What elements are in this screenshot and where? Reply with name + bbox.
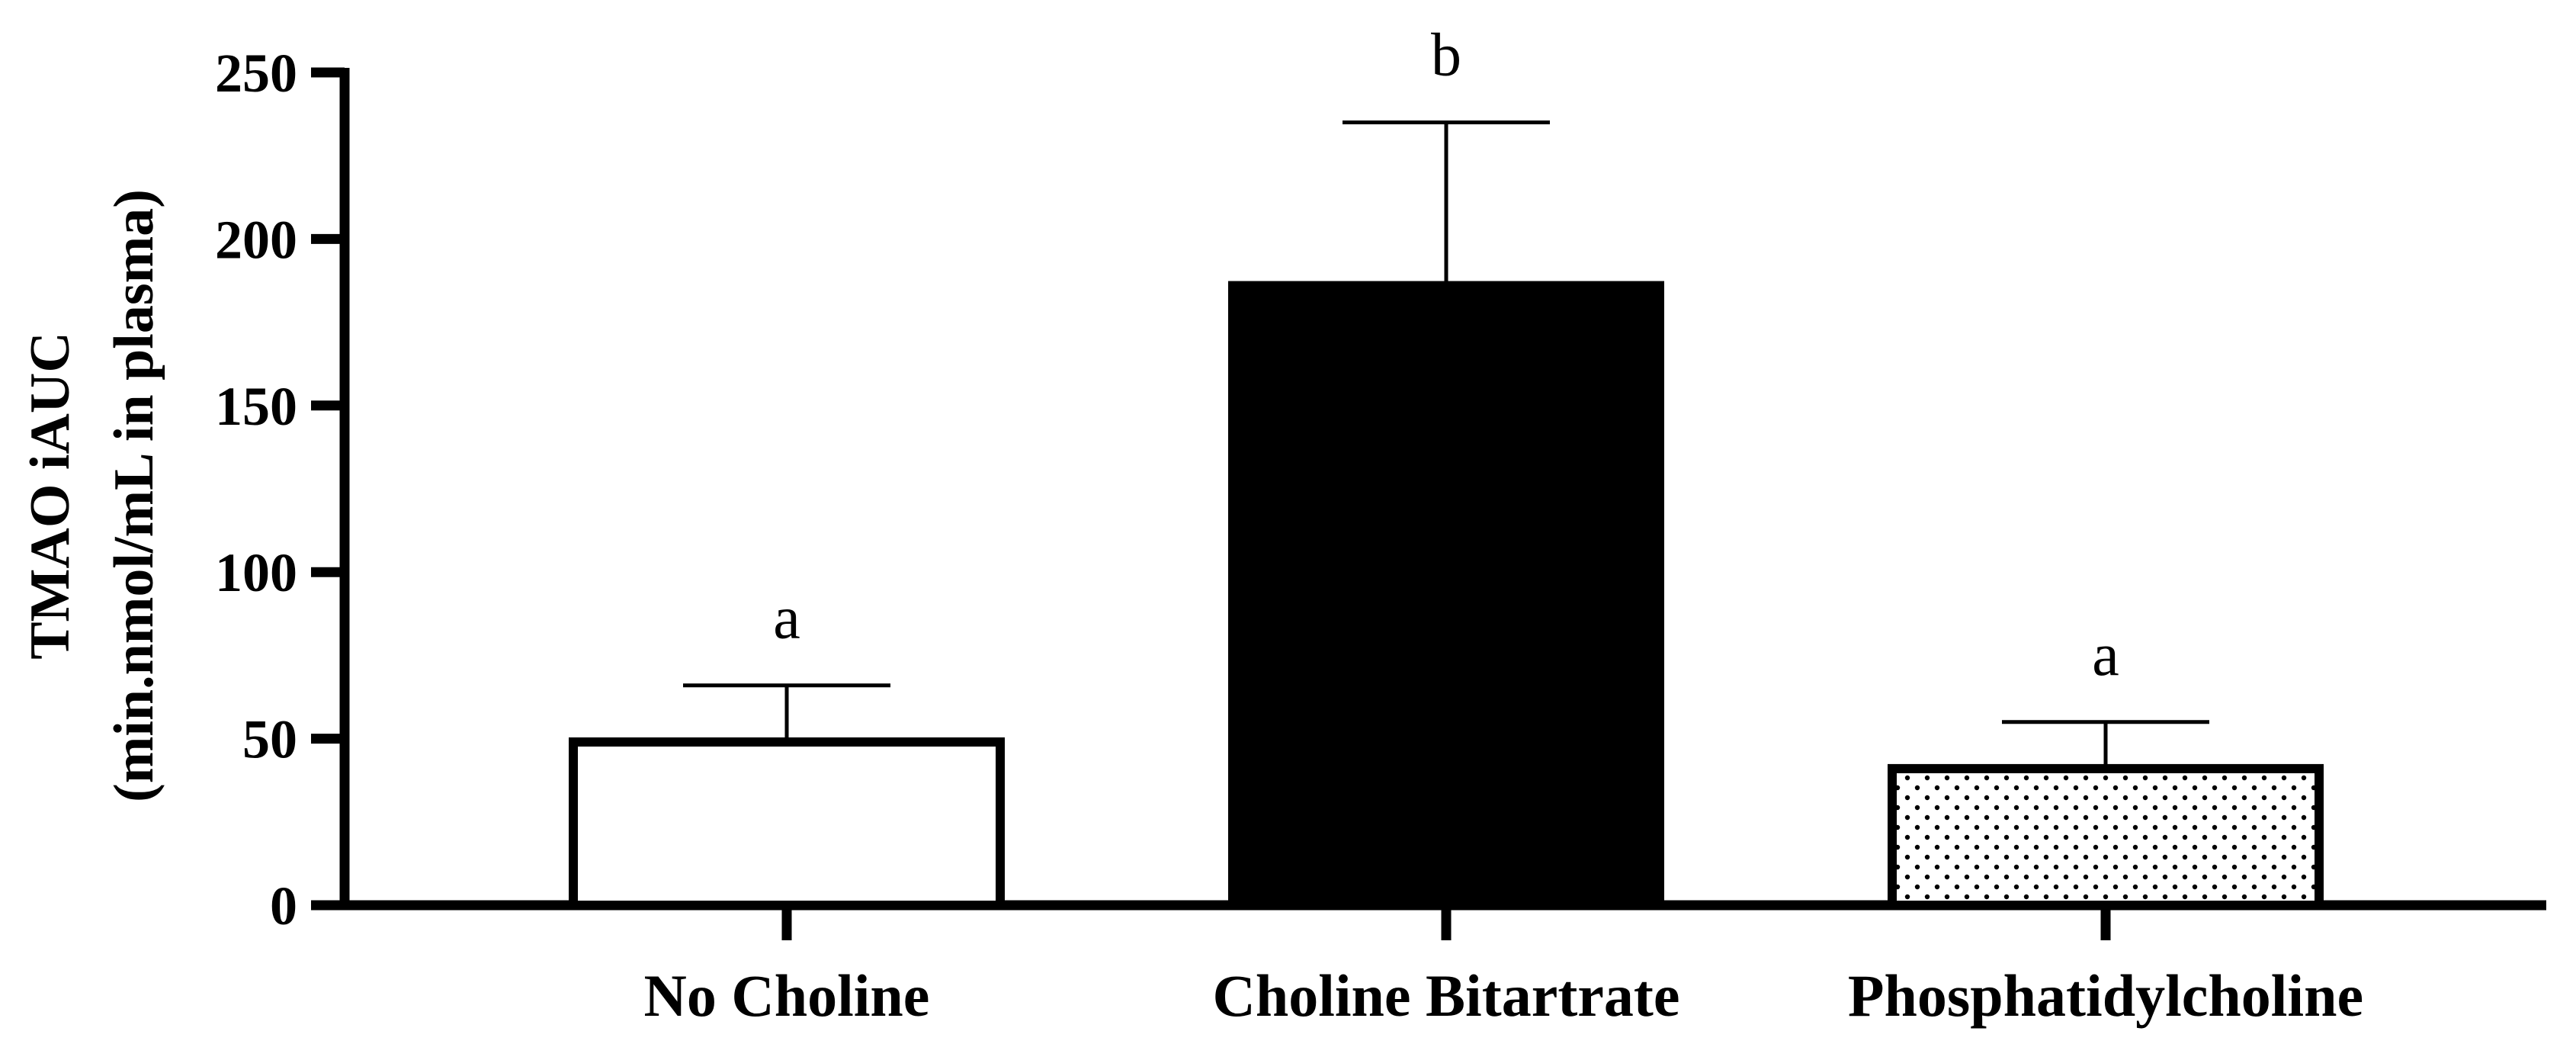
x-tick-label-2: Phosphatidylcholine	[1848, 962, 2363, 1029]
x-tick-label-1: Choline Bitartrate	[1212, 962, 1679, 1029]
bar-0	[569, 737, 1005, 911]
y-tick-label-100: 100	[215, 542, 297, 603]
y-tick-label-0: 0	[270, 875, 297, 936]
y-tick-label-250: 250	[215, 43, 297, 104]
y-tick-label-200: 200	[215, 209, 297, 270]
x-tick-label-0: No Choline	[644, 962, 930, 1029]
bars	[569, 120, 2324, 911]
bar-2	[1888, 763, 2324, 910]
bar-1	[1228, 281, 1664, 910]
y-axis-title: TMAO iAUC (min.nmol/mL in plasma)	[19, 189, 165, 802]
y-tick-label-150: 150	[215, 376, 297, 437]
significance-letter-2: a	[2092, 622, 2119, 689]
significance-letter-1: b	[1431, 22, 1461, 89]
y-tick-label-50: 50	[242, 709, 297, 770]
labels: 0 50 100 150 200 250 No Choline a Choline Bitart…	[215, 22, 2363, 1029]
significance-letter-0: a	[773, 585, 800, 652]
y-axis-title-line-2: (min.nmol/mL in plasma)	[103, 189, 165, 802]
y-axis-title-line-1: TMAO iAUC	[19, 332, 82, 660]
